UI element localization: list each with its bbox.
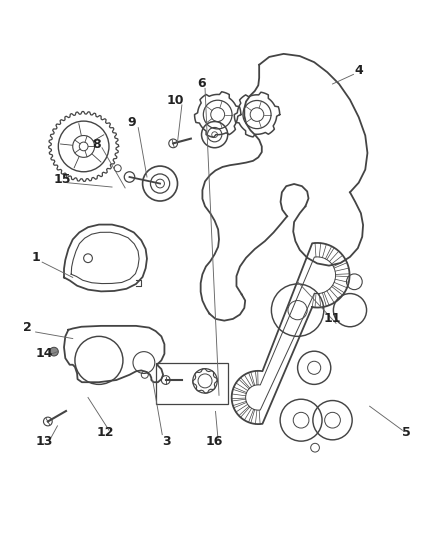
Text: 4: 4 bbox=[354, 63, 363, 77]
Text: 10: 10 bbox=[166, 94, 184, 107]
Bar bbox=[155, 362, 228, 404]
Text: 6: 6 bbox=[197, 77, 206, 90]
Text: 16: 16 bbox=[206, 434, 223, 448]
Text: 3: 3 bbox=[162, 434, 171, 448]
Text: 14: 14 bbox=[35, 348, 53, 360]
Text: 5: 5 bbox=[403, 426, 411, 439]
Text: 1: 1 bbox=[31, 251, 40, 264]
Text: 12: 12 bbox=[97, 426, 114, 439]
Text: 15: 15 bbox=[53, 173, 71, 185]
Text: 8: 8 bbox=[92, 138, 101, 151]
Text: 13: 13 bbox=[35, 434, 53, 448]
Text: 9: 9 bbox=[127, 116, 136, 129]
Text: 2: 2 bbox=[22, 321, 31, 334]
Circle shape bbox=[49, 348, 58, 356]
Text: 11: 11 bbox=[324, 312, 341, 325]
